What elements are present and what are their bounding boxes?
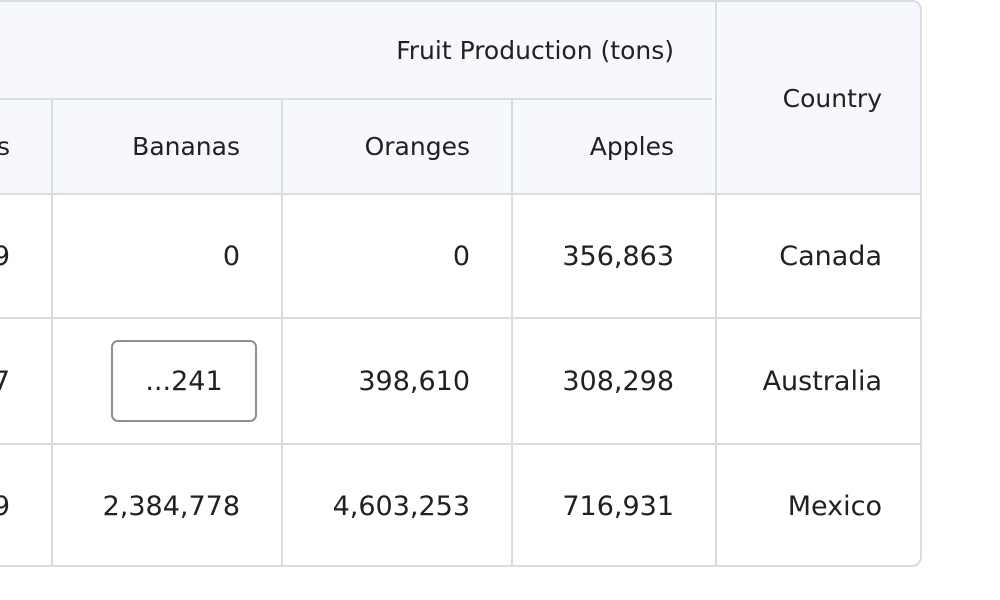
table-cell[interactable]: 9 — [0, 444, 52, 565]
column-header-partial[interactable]: s — [0, 98, 52, 194]
table-cell[interactable]: 356,863 — [512, 194, 716, 318]
table-cell[interactable]: 0 — [282, 194, 512, 318]
focused-cell-editor[interactable]: ...241 — [111, 340, 257, 422]
column-header-oranges[interactable]: Oranges — [282, 98, 512, 194]
table-cell[interactable]: Australia — [718, 318, 920, 444]
column-divider — [281, 98, 283, 565]
table-cell[interactable]: 9 — [0, 194, 52, 318]
cell-country: Mexico — [787, 491, 882, 522]
cell-country: Canada — [779, 240, 882, 272]
column-header-apples[interactable]: Apples — [512, 98, 716, 194]
column-header-bananas[interactable]: Bananas — [52, 98, 282, 194]
column-header-apples-label: Apples — [589, 131, 674, 161]
table-cell[interactable]: 398,610 — [282, 318, 512, 444]
table-cell[interactable]: 0 — [52, 194, 282, 318]
cell-partial: 7 — [0, 366, 10, 397]
cell-apples: 308,298 — [562, 365, 674, 397]
cell-bananas: 0 — [222, 240, 240, 272]
table-cell[interactable]: 4,603,253 — [282, 444, 512, 565]
cell-apples: 716,931 — [562, 491, 674, 522]
column-divider — [715, 2, 717, 565]
cell-partial: 9 — [0, 241, 10, 272]
column-header-country[interactable]: Country — [718, 2, 920, 194]
group-header-label: Fruit Production (tons) — [396, 35, 674, 65]
cell-oranges: 0 — [452, 240, 470, 272]
table-cell[interactable]: 7 — [0, 318, 52, 444]
table-cell[interactable]: Canada — [718, 194, 920, 318]
column-header-oranges-label: Oranges — [364, 131, 470, 161]
column-header-bananas-label: Bananas — [132, 131, 240, 161]
cell-bananas: 2,384,778 — [102, 491, 240, 522]
column-header-partial-label: s — [0, 132, 10, 161]
column-header-country-label: Country — [782, 83, 882, 113]
row-divider — [0, 317, 920, 319]
row-divider — [0, 193, 920, 195]
cell-apples: 356,863 — [562, 240, 674, 272]
cell-bananas: ...241 — [145, 365, 223, 397]
table-cell[interactable]: 308,298 — [512, 318, 716, 444]
table-cell[interactable]: 716,931 — [512, 444, 716, 565]
table-cell[interactable]: 2,384,778 — [52, 444, 282, 565]
cell-partial: 9 — [0, 491, 10, 522]
group-header-fruit-production: Fruit Production (tons) — [0, 2, 716, 98]
cell-oranges: 398,610 — [358, 365, 470, 397]
fruit-production-table: Fruit Production (tons) Country s Banana… — [0, 0, 922, 567]
table-cell[interactable]: ...241 — [52, 318, 282, 444]
cell-oranges: 4,603,253 — [332, 491, 470, 522]
table-cell[interactable]: Mexico — [718, 444, 920, 565]
cell-country: Australia — [762, 365, 882, 397]
row-divider — [0, 443, 920, 445]
header-divider — [0, 98, 712, 100]
column-divider — [511, 98, 513, 565]
column-divider — [51, 98, 53, 565]
